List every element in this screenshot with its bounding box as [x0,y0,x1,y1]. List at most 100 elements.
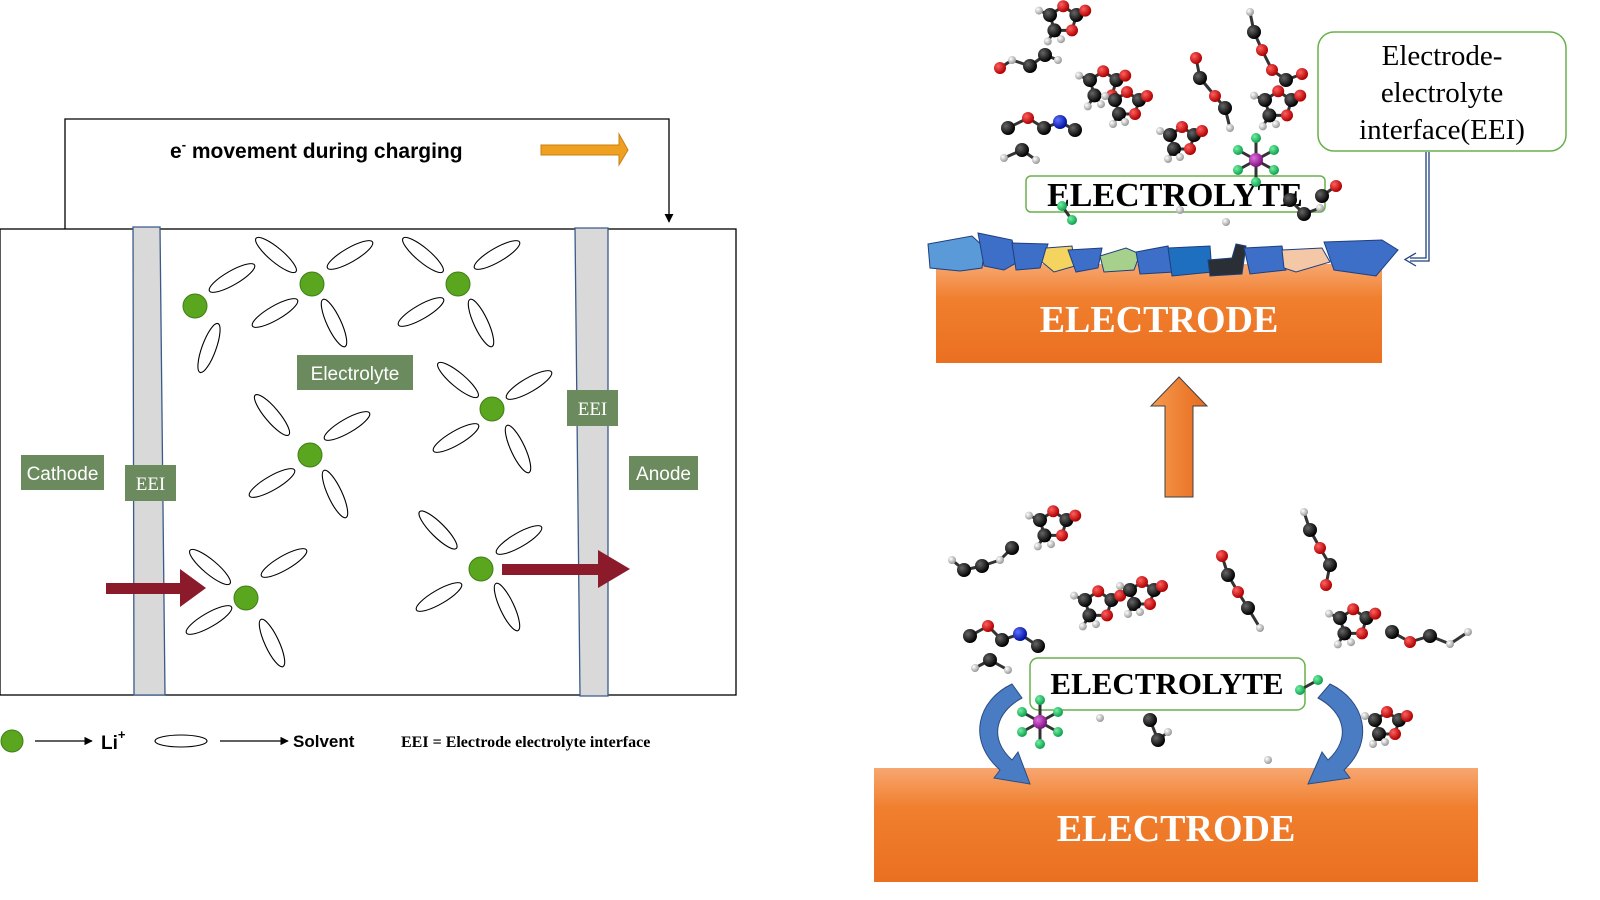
atom [1121,118,1129,126]
atom [1193,71,1207,85]
solvent-molecule [258,618,286,668]
atom [1108,93,1122,107]
eei-callout-line-2: electrolyte [1381,77,1503,109]
legend-li-label: Li+ [101,727,126,754]
atom [1241,601,1255,615]
atom [1218,101,1232,115]
atom [1337,626,1352,641]
atom [1216,550,1228,562]
battery-schematic: e- movement during charging [0,118,737,754]
atom [1381,738,1389,746]
atom [1221,568,1235,582]
atom [1033,513,1047,527]
atom [1114,589,1127,602]
atom [1112,107,1126,121]
solvent-molecule [320,298,348,348]
solvent-molecule [415,582,463,612]
atom [1176,206,1184,214]
atom [1167,142,1181,156]
atom [1297,207,1311,221]
atom [1256,624,1264,632]
atom [1082,608,1097,623]
atom [1156,580,1168,592]
eei-particle [1041,245,1076,273]
atom [1251,133,1261,143]
atom [1043,37,1052,46]
bottom-electrode-slab [874,768,1478,882]
atom [1079,4,1092,17]
solvent-molecule [495,525,543,555]
atom [1001,121,1015,135]
atom [1232,586,1244,598]
solvent-molecule [326,240,374,270]
atom [1347,638,1355,647]
atom [1000,154,1008,162]
atom [1067,215,1077,225]
atom [1015,143,1029,157]
top-electrode-label: ELECTRODE [1040,299,1279,341]
legend-li-text: Li [101,733,118,754]
atom [996,556,1004,564]
solvent-molecule [493,582,521,632]
atom [1013,627,1027,641]
top-electrode-slab [936,264,1382,363]
atom [1004,666,1012,674]
atom [1087,88,1102,103]
li-ion-flow-arrow-left [106,569,206,607]
atom [1281,109,1293,122]
li-ion-flow-arrow-right [502,550,630,588]
atom [1053,115,1067,129]
solvation-shells [185,236,553,668]
atom [1389,728,1401,740]
atom [1385,625,1399,639]
atom [1047,23,1062,38]
atom [1176,153,1184,161]
atom [1066,24,1078,37]
bottom-electrolyte-label: ELECTROLYTE [1050,666,1283,701]
atom [1136,608,1144,616]
atom [1423,629,1437,643]
atom [1300,508,1308,516]
atom [1303,523,1317,537]
atom [1269,165,1279,175]
legend-solvent-label: Solvent [293,732,355,751]
atom [1143,713,1157,727]
curved-arrow-right [1307,683,1364,785]
atom [1101,92,1109,100]
eei-particle [1323,239,1399,277]
atom [1176,121,1188,133]
atom [1017,727,1027,737]
eei-callout-box [1317,31,1567,152]
legend-eei-definition: EEI = Electrode electrolyte interface [401,734,650,751]
external-circuit-wire [64,118,674,229]
atom [1369,607,1382,620]
eei-particle [1067,247,1103,273]
atom [1116,582,1124,590]
atom [1209,90,1221,102]
atom [1279,73,1293,87]
atom [1464,628,1472,636]
atom [1083,102,1092,111]
atom [1272,120,1280,129]
atom [1313,675,1323,685]
atom [1226,124,1234,132]
li-ion [182,293,208,319]
atom [1035,739,1045,749]
bottom-electrolyte-box [1029,657,1306,711]
atom [1233,145,1243,155]
solvent-molecule [185,605,233,635]
atom [1092,585,1105,598]
atom [1037,528,1052,543]
atom [1283,193,1297,207]
atom [1097,100,1105,109]
atom [1262,108,1277,123]
li-ion [233,585,259,611]
atom [1361,712,1369,720]
atom [1033,715,1047,729]
atom [1401,710,1413,722]
atom [1047,540,1055,549]
atom [1320,579,1332,591]
atom [957,563,971,577]
solvent-molecule [504,424,532,474]
